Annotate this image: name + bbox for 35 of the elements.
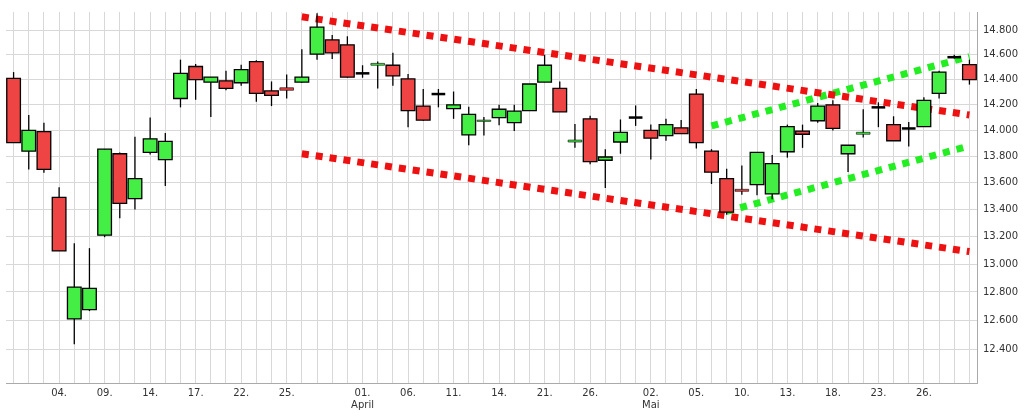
y-tick-label: 14.800	[983, 23, 1019, 35]
x-tick-label: 18.	[824, 386, 841, 398]
x-tick-label: 09.	[96, 386, 113, 398]
y-tick-label: 14.600	[983, 48, 1019, 60]
y-tick-label: 12.800	[983, 285, 1019, 297]
x-tick-label: 26.	[915, 386, 932, 398]
candlestick	[627, 104, 644, 127]
x-tick-label: 01. April	[351, 386, 374, 410]
candlestick	[870, 101, 887, 128]
x-tick-label: 11.	[445, 386, 462, 398]
x-tick-label: 04.	[51, 386, 68, 398]
x-tick-label: 22.	[233, 386, 250, 398]
y-tick-label: 14.400	[983, 73, 1019, 85]
x-tick-label: 21.	[536, 386, 553, 398]
x-tick-label: 26.	[582, 386, 599, 398]
x-tick-label: 05.	[688, 386, 705, 398]
x-tick-label: 14.	[142, 386, 159, 398]
y-tick-label: 13.000	[983, 257, 1019, 269]
y-tick-label: 14.000	[983, 123, 1019, 135]
candlestick	[856, 108, 871, 139]
y-tick-label: 13.400	[983, 202, 1019, 214]
x-tick-label: 10.	[733, 386, 750, 398]
y-tick-label: 14.200	[983, 98, 1019, 110]
y-tick-label: 13.200	[983, 230, 1019, 242]
x-tick-label: 13.	[779, 386, 796, 398]
x-tick-label: 23.	[870, 386, 887, 398]
y-tick-label: 13.600	[983, 176, 1019, 188]
y-tick-label: 12.400	[983, 342, 1019, 354]
x-tick-label: 02. Mai	[642, 386, 660, 410]
y-tick-label: 13.800	[983, 149, 1019, 161]
x-tick-label: 14.	[491, 386, 508, 398]
x-tick-label: 06.	[400, 386, 417, 398]
x-tick-label: 17.	[187, 386, 204, 398]
x-tick-label: 25.	[278, 386, 295, 398]
y-tick-label: 12.600	[983, 313, 1019, 325]
